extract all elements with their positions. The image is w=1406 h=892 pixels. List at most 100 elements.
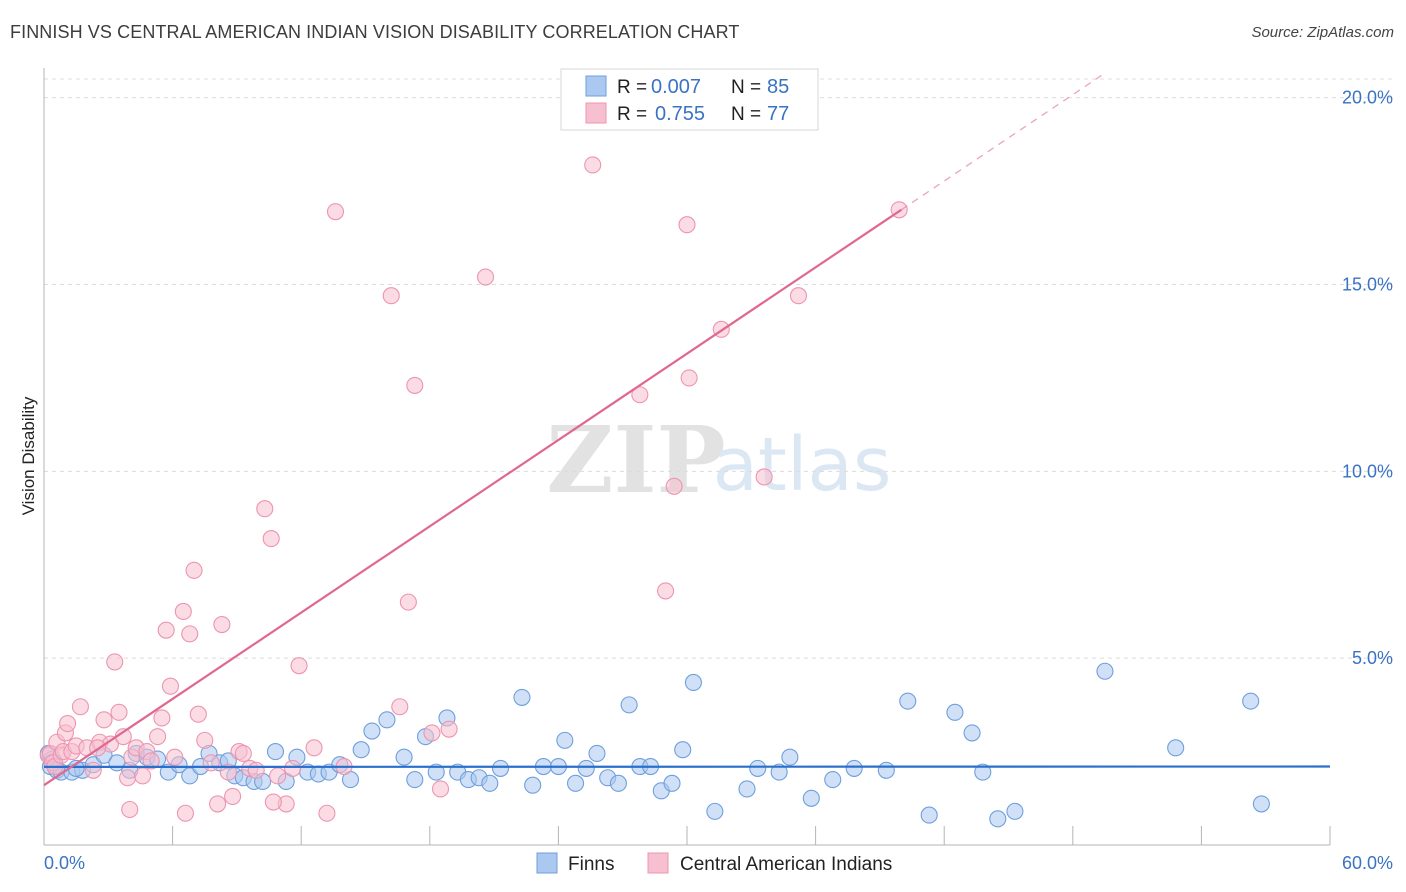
cai-point <box>680 369 698 387</box>
cai-point <box>95 711 113 729</box>
finns-point <box>266 743 285 761</box>
finns-point <box>524 776 542 794</box>
legend-label-finns: Finns <box>568 854 614 875</box>
cai-point <box>142 752 160 770</box>
stats-n-value-finns: 85 <box>767 76 789 98</box>
cai-point <box>181 625 199 643</box>
grid-lines <box>44 78 1393 659</box>
y-axis-label: Vision Disability <box>19 396 38 515</box>
cai-point <box>406 376 424 394</box>
watermark-atlas: atlas <box>713 422 892 508</box>
cai-point <box>119 769 137 787</box>
cai-point <box>755 468 773 486</box>
finns-point <box>781 748 799 766</box>
finns-point <box>877 761 895 779</box>
cai-point <box>269 767 287 785</box>
stats-n-label-cai: N = <box>731 104 761 125</box>
stats-legend-swatch-cai <box>585 102 607 124</box>
finns-point <box>566 774 585 792</box>
finns-point <box>513 688 531 706</box>
finns-point <box>963 724 981 742</box>
cai-point <box>584 156 602 174</box>
cai-point <box>134 767 152 785</box>
cai-point <box>219 763 237 781</box>
finns-point <box>491 759 510 777</box>
finns-point <box>1252 795 1270 813</box>
cai-point <box>213 615 231 634</box>
finns-point <box>946 703 964 721</box>
cai-point <box>161 677 180 695</box>
chart-title: FINNISH VS CENTRAL AMERICAN INDIAN VISIO… <box>10 22 740 42</box>
cai-point <box>657 582 675 600</box>
cai-point <box>59 715 77 733</box>
finns-point <box>845 759 863 777</box>
stats-r-label-cai: R = <box>617 104 647 125</box>
finns-point <box>609 774 627 792</box>
cai-trend-extension <box>900 72 1106 211</box>
cai-trend-line <box>43 208 902 787</box>
finns-point <box>1096 662 1114 680</box>
cai-point <box>256 500 274 518</box>
x-tick-marks <box>43 826 1331 845</box>
cai-point <box>476 268 495 286</box>
cai-point <box>290 657 308 675</box>
cai-point <box>665 477 683 495</box>
x-tick-label-max: 60.0% <box>1342 853 1393 873</box>
finns-point <box>1006 802 1024 820</box>
cai-point <box>431 780 450 798</box>
finns-point <box>989 810 1007 828</box>
cai-point <box>153 709 171 727</box>
y-tick-labels: 5.0% 10.0% 15.0% 20.0% <box>1342 88 1393 668</box>
cai-point <box>326 203 345 221</box>
finns-point <box>738 780 756 798</box>
cai-point <box>176 804 195 822</box>
cai-point <box>209 795 227 813</box>
cai-point <box>71 698 89 716</box>
cai-point <box>678 216 696 234</box>
series-legend: Finns Central American Indians <box>536 852 892 875</box>
finns-point <box>577 759 595 777</box>
finns-point <box>352 741 370 759</box>
finns-point <box>427 763 445 781</box>
cai-point <box>631 386 649 404</box>
finns-point <box>1242 692 1260 710</box>
legend-label-cai: Central American Indians <box>680 854 892 875</box>
y-tick-label: 5.0% <box>1352 648 1393 668</box>
stats-r-label-finns: R = <box>617 77 647 98</box>
finns-point <box>406 771 424 789</box>
finns-point <box>556 731 574 749</box>
trend-lines <box>43 72 1331 787</box>
stats-legend: R = 0.007 N = 85 R = 0.755 N = 77 <box>560 68 819 131</box>
finns-point <box>378 711 396 729</box>
cai-point <box>262 530 280 548</box>
finns-point <box>620 696 638 714</box>
finns-point <box>674 741 692 759</box>
cai-point <box>789 287 808 305</box>
finns-point <box>1167 739 1185 757</box>
cai-point <box>84 761 102 779</box>
cai-point <box>284 759 302 777</box>
finns-point <box>706 802 724 820</box>
cai-point <box>224 787 242 805</box>
cai-point <box>110 703 128 721</box>
cai-point <box>423 724 441 742</box>
legend-swatch-cai <box>647 852 669 874</box>
cai-point <box>247 761 265 779</box>
finns-point <box>363 722 381 740</box>
finns-point <box>899 692 917 710</box>
y-tick-label: 15.0% <box>1342 275 1393 295</box>
legend-swatch-finns <box>536 852 558 874</box>
cai-point <box>440 720 458 738</box>
finns-point <box>920 806 938 824</box>
cai-point <box>264 793 282 811</box>
cai-point <box>106 653 124 671</box>
cai-point <box>399 593 417 611</box>
finns-point <box>588 744 606 763</box>
x-tick-label-min: 0.0% <box>44 853 85 873</box>
cai-point <box>174 602 192 621</box>
cai-point <box>121 800 139 819</box>
cai-point <box>202 754 220 772</box>
stats-r-value-cai: 0.755 <box>655 103 705 125</box>
cai-point <box>166 748 184 766</box>
